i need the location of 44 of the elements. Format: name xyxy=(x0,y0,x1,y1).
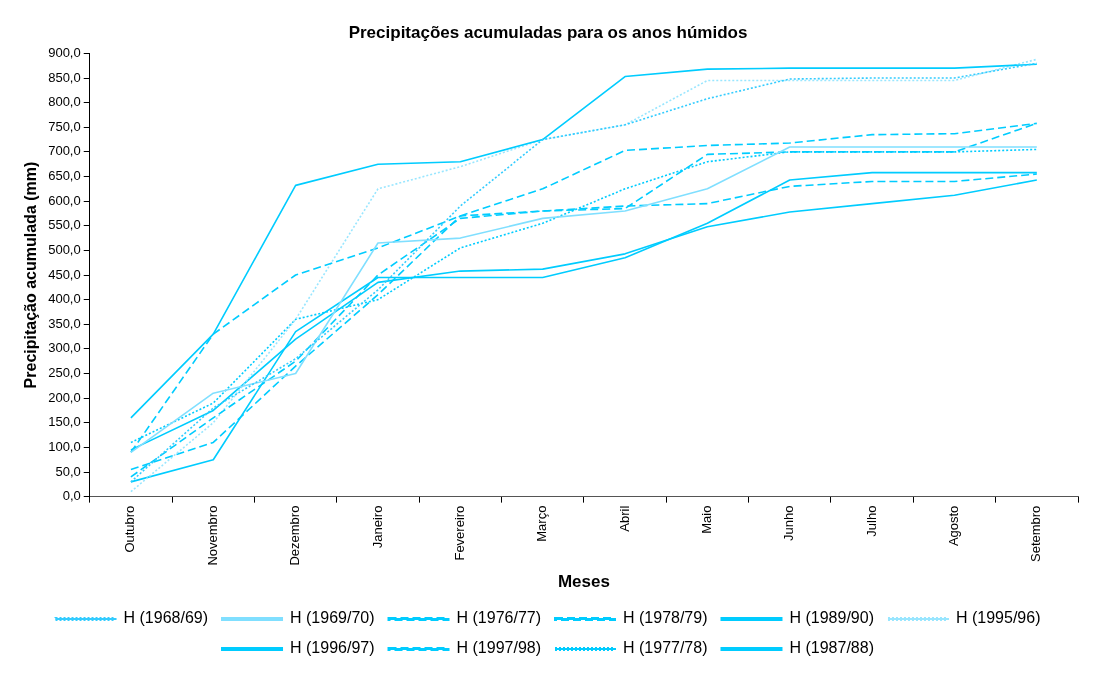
legend-label: H (1987/88) xyxy=(789,639,874,657)
y-tick-label: 150,0 xyxy=(48,414,81,430)
y-tick-label: 600,0 xyxy=(48,192,81,208)
x-tick-label: Julho xyxy=(863,505,879,537)
x-tick-label: Março xyxy=(534,505,550,542)
legend-label: H (1989/90) xyxy=(789,609,874,627)
y-tick-label: 250,0 xyxy=(48,365,81,381)
x-tick-label: Maio xyxy=(698,505,714,534)
y-tick-label: 850,0 xyxy=(48,69,81,85)
y-tick-label: 300,0 xyxy=(48,340,81,356)
legend-label: H (1996/97) xyxy=(290,639,375,657)
y-tick-label: 0,0 xyxy=(62,488,81,504)
x-tick-label: Abril xyxy=(616,505,632,532)
y-tick-label: 550,0 xyxy=(48,217,81,233)
legend-label: H (1997/98) xyxy=(456,639,542,657)
y-tick-label: 500,0 xyxy=(48,241,81,257)
y-tick-label: 650,0 xyxy=(48,168,81,184)
y-tick-label: 900,0 xyxy=(48,44,81,60)
x-tick-label: Junho xyxy=(781,505,797,542)
y-tick-label: 100,0 xyxy=(48,438,81,454)
legend-label: H (1977/78) xyxy=(623,639,708,657)
legend-label: H (1978/79) xyxy=(623,609,708,627)
legend-label: H (1976/77) xyxy=(456,609,542,627)
y-tick-label: 400,0 xyxy=(48,291,81,307)
y-axis-title: Precipitação acumulada (mm) xyxy=(22,161,40,389)
legend-label: H (1969/70) xyxy=(290,609,375,627)
y-tick-label: 50,0 xyxy=(55,463,81,479)
legend-label: H (1995/96) xyxy=(955,609,1041,627)
x-tick-label: Dezembro xyxy=(287,505,303,566)
y-tick-label: 450,0 xyxy=(48,266,81,282)
x-tick-label: Novembro xyxy=(204,505,220,566)
y-tick-label: 800,0 xyxy=(48,94,81,110)
chart-title: Precipitações acumuladas para os anos húmidos xyxy=(348,22,748,42)
y-tick-label: 700,0 xyxy=(48,143,81,159)
x-tick-label: Janeiro xyxy=(369,505,385,549)
x-tick-label: Setembro xyxy=(1028,505,1044,563)
x-axis-title: Meses xyxy=(557,572,610,592)
legend-label: H (1968/69) xyxy=(123,609,209,627)
x-tick-label: Outubro xyxy=(122,505,138,553)
y-tick-label: 750,0 xyxy=(48,118,81,134)
x-tick-label: Fevereiro xyxy=(451,505,467,561)
y-tick-label: 350,0 xyxy=(48,315,81,331)
x-tick-label: Agosto xyxy=(946,505,962,547)
y-tick-label: 200,0 xyxy=(48,389,81,405)
